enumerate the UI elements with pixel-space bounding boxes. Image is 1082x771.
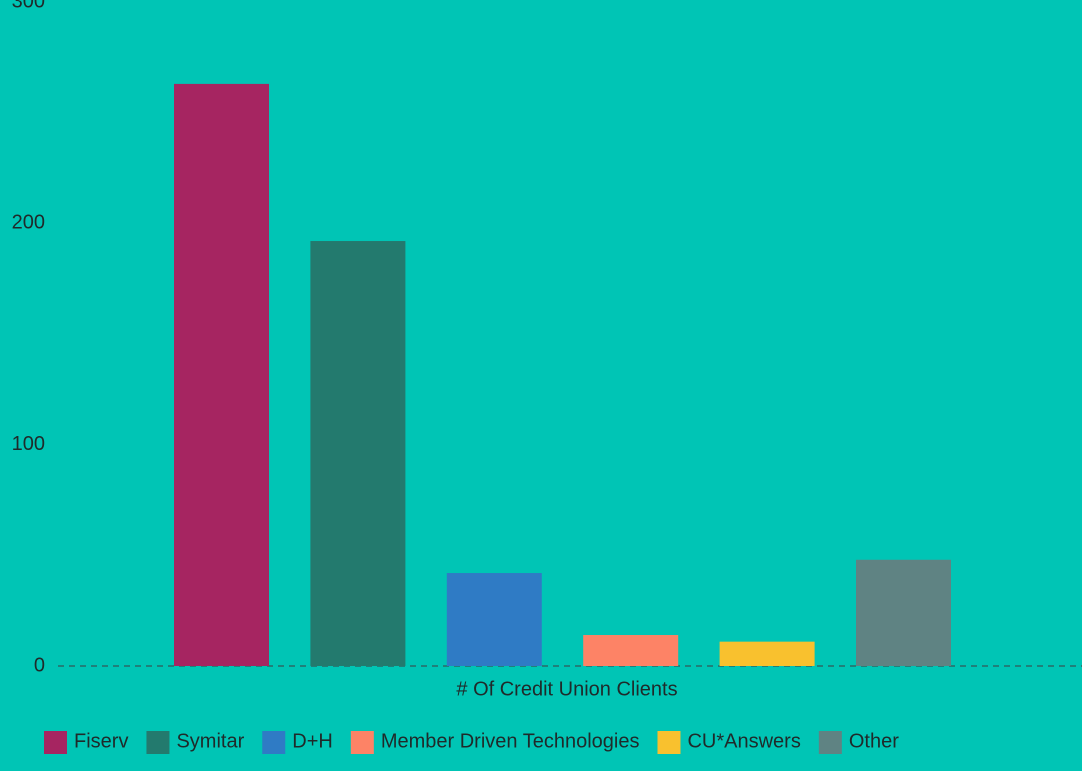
legend-swatch	[657, 731, 681, 754]
legend-label: D+H	[292, 730, 333, 752]
legend-swatch	[44, 731, 67, 754]
bar	[719, 641, 815, 666]
legend-label: Fiserv	[74, 730, 128, 752]
legend-label: Other	[849, 730, 899, 752]
bar	[310, 241, 406, 667]
legend-swatch	[262, 731, 286, 754]
x-axis-label: # Of Credit Union Clients	[456, 678, 677, 700]
y-tick-label: 0	[34, 654, 45, 676]
legend-label: CU*Answers	[687, 730, 800, 752]
legend-label: Symitar	[176, 730, 244, 752]
legend-swatch	[146, 731, 170, 754]
bar	[583, 635, 679, 666]
bar	[856, 559, 951, 666]
legend-swatch	[818, 731, 842, 754]
legend-label: Member Driven Technologies	[381, 730, 640, 752]
y-tick-label: 100	[12, 433, 45, 455]
legend-swatch	[350, 731, 374, 754]
bar	[174, 83, 269, 667]
bar	[446, 573, 542, 666]
y-tick-label: 200	[12, 212, 45, 234]
y-tick-label: 300	[12, 0, 45, 12]
